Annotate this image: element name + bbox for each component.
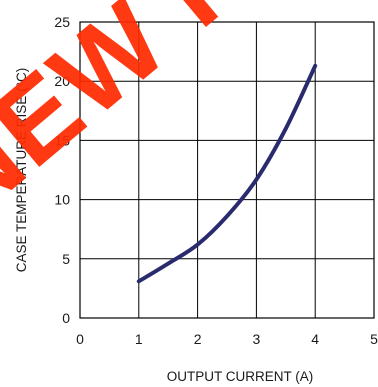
y-tick-label-20: 20 xyxy=(54,73,70,89)
gridlines xyxy=(80,22,374,318)
x-tick-label-0: 0 xyxy=(76,331,84,347)
y-tick-labels: 0 5 10 15 20 25 xyxy=(54,14,70,326)
plot-border xyxy=(79,21,375,319)
y-tick-label-5: 5 xyxy=(62,251,70,267)
y-tick-label-15: 15 xyxy=(54,132,70,148)
y-tick-label-10: 10 xyxy=(54,192,70,208)
y-tick-label-25: 25 xyxy=(54,14,70,30)
x-tick-label-4: 4 xyxy=(311,331,319,347)
y-tick-label-0: 0 xyxy=(62,310,70,326)
series-line xyxy=(136,63,318,284)
y-axis-label: CASE TEMPERATURE RISE (°C) xyxy=(14,68,29,272)
x-tick-label-1: 1 xyxy=(135,331,143,347)
x-axis-label: OUTPUT CURRENT (A) xyxy=(167,369,314,384)
x-tick-labels: 0 1 2 3 4 5 xyxy=(76,331,378,347)
x-tick-label-5: 5 xyxy=(370,331,378,347)
x-tick-label-2: 2 xyxy=(194,331,202,347)
x-tick-label-3: 3 xyxy=(253,331,261,347)
